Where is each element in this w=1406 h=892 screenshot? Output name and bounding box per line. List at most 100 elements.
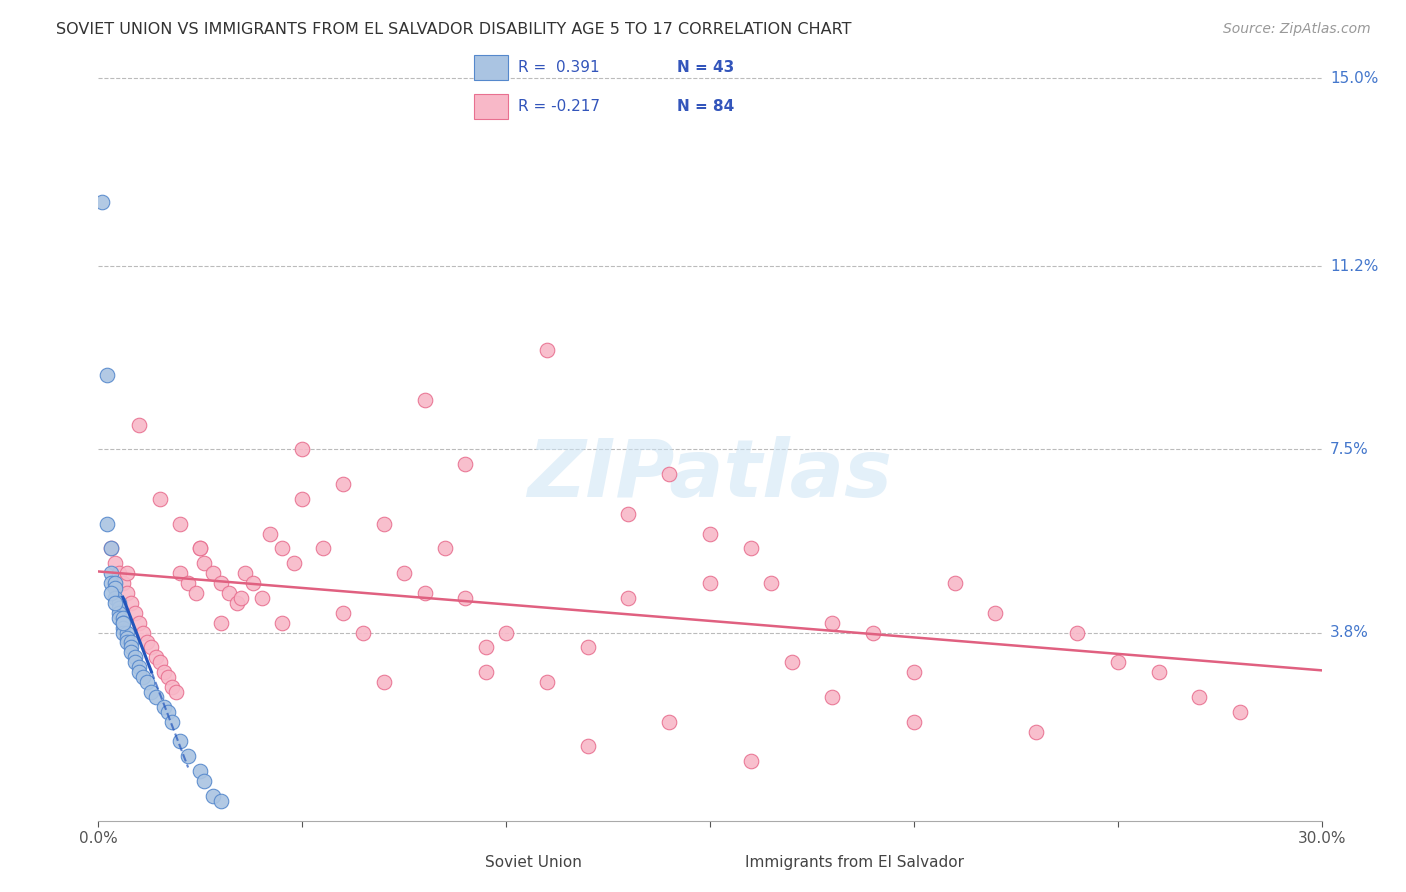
Point (1025, 724, 1047, 739)
Point (617, 507, 640, 521)
Point (132, 670, 155, 684)
Point (291, 491, 314, 506)
Point (100, 541, 122, 556)
Point (226, 596, 249, 610)
Point (100, 576, 122, 591)
Point (392, 566, 416, 581)
Point (111, 621, 134, 635)
Text: 3.8%: 3.8% (1330, 625, 1369, 640)
Point (332, 606, 354, 620)
Point (100, 566, 122, 581)
Point (124, 650, 146, 665)
Point (1066, 625, 1088, 640)
Point (100, 586, 122, 600)
Point (188, 764, 212, 779)
Point (108, 611, 131, 625)
Point (658, 714, 681, 729)
Point (169, 734, 191, 748)
Point (821, 615, 844, 630)
Point (201, 789, 224, 803)
Point (136, 635, 159, 649)
Point (1107, 655, 1129, 669)
Point (259, 526, 281, 541)
Text: 11.2%: 11.2% (1330, 259, 1378, 274)
Point (984, 606, 1007, 620)
Point (108, 606, 131, 620)
Point (160, 680, 183, 694)
Point (115, 631, 138, 645)
Point (413, 392, 436, 407)
Point (188, 541, 212, 556)
Point (111, 625, 134, 640)
Point (209, 576, 232, 591)
Point (104, 591, 127, 605)
Point (108, 566, 131, 581)
Point (128, 665, 150, 680)
Point (104, 596, 127, 610)
Point (152, 699, 174, 714)
Point (761, 576, 783, 591)
Point (250, 591, 273, 605)
Point (145, 650, 167, 665)
Point (186, 586, 208, 600)
Point (283, 556, 305, 570)
Point (201, 566, 224, 581)
Point (233, 566, 256, 581)
Point (193, 556, 215, 570)
Point (177, 576, 200, 591)
Text: SOVIET UNION VS IMMIGRANTS FROM EL SALVADOR DISABILITY AGE 5 TO 17 CORRELATION C: SOVIET UNION VS IMMIGRANTS FROM EL SALVA… (56, 22, 852, 37)
Point (474, 665, 498, 680)
Point (124, 606, 146, 620)
Point (474, 640, 498, 655)
Point (115, 566, 138, 581)
Point (740, 541, 762, 556)
Point (218, 586, 240, 600)
Point (165, 685, 187, 699)
Point (903, 714, 925, 729)
Point (128, 660, 150, 674)
Point (145, 690, 167, 704)
Point (352, 625, 374, 640)
Point (149, 655, 172, 669)
Text: 7.5%: 7.5% (1330, 442, 1368, 457)
Point (699, 576, 721, 591)
Text: Immigrants from El Salvador: Immigrants from El Salvador (745, 855, 965, 870)
Point (128, 615, 150, 630)
Point (115, 635, 138, 649)
Point (177, 749, 200, 764)
Point (862, 625, 884, 640)
Point (160, 714, 183, 729)
Point (1147, 665, 1170, 680)
Point (188, 541, 212, 556)
Point (115, 625, 138, 640)
Point (1188, 690, 1211, 704)
Point (454, 458, 477, 472)
Point (242, 576, 264, 591)
Point (136, 675, 159, 690)
Point (149, 491, 172, 506)
Text: ZIPatlas: ZIPatlas (527, 436, 893, 515)
Point (576, 739, 599, 754)
Point (658, 467, 681, 482)
Point (291, 442, 314, 457)
Point (120, 645, 142, 659)
Point (903, 665, 925, 680)
FancyBboxPatch shape (474, 94, 508, 120)
Point (120, 640, 142, 655)
Point (209, 794, 232, 808)
Point (120, 596, 142, 610)
Point (96, 516, 118, 531)
Point (104, 581, 127, 595)
Point (943, 576, 966, 591)
Point (617, 591, 640, 605)
Point (108, 600, 131, 615)
Text: N = 43: N = 43 (676, 60, 734, 75)
Point (111, 615, 134, 630)
Point (100, 541, 122, 556)
Point (209, 615, 232, 630)
Point (576, 640, 599, 655)
Point (332, 477, 354, 491)
Point (104, 556, 127, 570)
Text: R = -0.217: R = -0.217 (517, 99, 600, 114)
Point (536, 675, 558, 690)
